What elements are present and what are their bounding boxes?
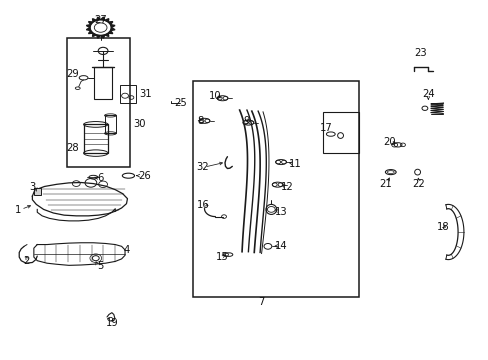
Text: 22: 22: [412, 179, 425, 189]
Text: 17: 17: [319, 123, 332, 133]
Text: 2: 2: [23, 256, 29, 266]
Text: 30: 30: [133, 120, 145, 129]
Text: 3: 3: [29, 182, 36, 192]
Bar: [83, 125, 108, 153]
Bar: [120, 85, 136, 103]
Text: 7: 7: [258, 297, 264, 307]
Polygon shape: [92, 19, 96, 22]
Text: 25: 25: [173, 98, 186, 108]
Text: 27: 27: [94, 15, 107, 26]
Text: 24: 24: [422, 89, 434, 99]
Text: 6: 6: [97, 173, 103, 183]
Polygon shape: [101, 35, 104, 38]
Text: 28: 28: [66, 143, 79, 153]
Bar: [66, 39, 130, 167]
Polygon shape: [108, 22, 113, 24]
Text: 18: 18: [436, 222, 449, 231]
Text: 21: 21: [379, 179, 391, 189]
Polygon shape: [86, 24, 91, 28]
Text: 12: 12: [281, 182, 293, 192]
Bar: [104, 116, 116, 134]
Polygon shape: [110, 24, 115, 28]
Bar: [94, 67, 112, 99]
Bar: [322, 112, 358, 153]
Text: 8: 8: [197, 116, 203, 126]
Text: 10: 10: [208, 91, 221, 101]
Text: 1: 1: [15, 206, 21, 216]
Text: 26: 26: [138, 171, 151, 181]
Bar: [34, 188, 41, 195]
Text: 23: 23: [414, 48, 427, 58]
Text: 20: 20: [383, 138, 395, 147]
Polygon shape: [96, 35, 101, 38]
Polygon shape: [96, 17, 101, 20]
Polygon shape: [110, 28, 115, 31]
Text: 11: 11: [289, 159, 302, 169]
Polygon shape: [86, 28, 91, 31]
Polygon shape: [88, 31, 93, 33]
Bar: [193, 81, 358, 297]
Text: 19: 19: [105, 319, 118, 328]
Polygon shape: [92, 33, 96, 36]
Text: 31: 31: [140, 89, 152, 99]
Text: 4: 4: [123, 245, 129, 255]
Text: 32: 32: [196, 162, 209, 172]
Text: 13: 13: [274, 207, 287, 217]
Text: 16: 16: [196, 200, 209, 210]
Text: 5: 5: [97, 261, 103, 271]
Text: 15: 15: [216, 252, 228, 262]
Text: 29: 29: [66, 69, 79, 79]
Text: 14: 14: [274, 241, 287, 251]
Polygon shape: [104, 33, 108, 36]
Text: 9: 9: [243, 116, 250, 126]
Polygon shape: [104, 19, 108, 22]
Polygon shape: [101, 17, 104, 20]
Polygon shape: [88, 22, 93, 24]
Polygon shape: [108, 31, 113, 33]
